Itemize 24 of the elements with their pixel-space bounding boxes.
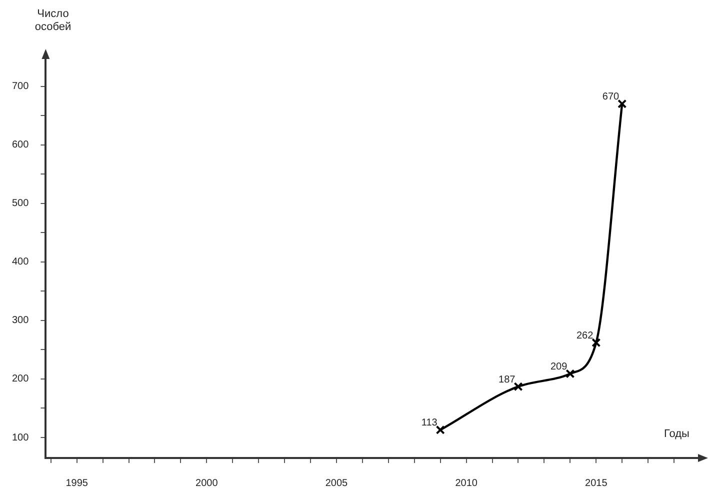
point [514,382,523,392]
x-tick-label: 2015 [585,478,608,489]
point [566,369,575,378]
y-tick-label: 200 [12,374,30,385]
y-tick-label: 100 [12,432,30,444]
point [592,338,601,348]
data-label: 209 [550,361,568,372]
x-tick-label: 2010 [455,478,478,489]
x-tick-label: 2000 [196,478,218,489]
y-axis-title: Число особей [34,8,72,34]
x-tick-label: 2005 [325,478,348,489]
data-label: 113 [421,418,438,429]
y-tick-label: 500 [12,198,30,210]
y-tick-label: 700 [12,81,30,92]
x-tick-label: 1995 [66,478,88,489]
data-label: 262 [576,330,594,342]
x-axis-title: Годы [664,428,690,441]
data-label: 187 [498,374,516,386]
y-tick-label: 400 [12,256,30,268]
point [618,99,627,108]
point [436,425,445,434]
y-tick-label: 600 [12,140,30,151]
data-label: 670 [602,92,620,103]
y-tick-label: 300 [12,315,30,326]
